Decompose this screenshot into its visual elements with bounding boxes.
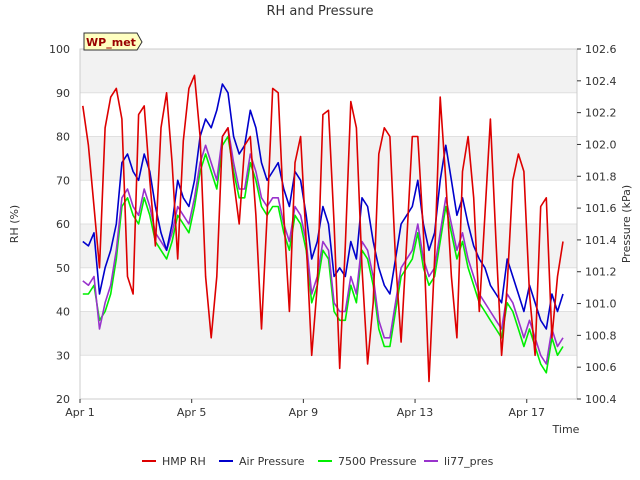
series-line-7500-pressure — [82, 135, 564, 374]
right-tick-label: 100.4 — [585, 393, 617, 406]
left-tick-label: 80 — [56, 131, 70, 144]
x-axis-ticks: Apr 1 Apr 5 Apr 9 Apr 13 Apr 17 — [65, 399, 545, 419]
left-axis-label: RH (%) — [8, 205, 21, 243]
station-label-box: WP_met — [83, 32, 143, 51]
right-tick-label: 101.2 — [585, 266, 617, 279]
right-axis-ticks: 100.4 100.6 100.8 101.0 101.2 101.4 101.6 101.8… — [577, 43, 617, 406]
chart-title: RH and Pressure — [266, 4, 373, 19]
right-tick-label: 101.8 — [585, 170, 617, 183]
station-label-shape — [83, 32, 143, 51]
left-tick-label: 60 — [56, 218, 70, 231]
plot-frame — [79, 48, 578, 400]
right-tick-label: 101.4 — [585, 234, 617, 247]
x-tick-label: Apr 1 — [65, 406, 95, 419]
legend-label: Air Pressure — [239, 455, 305, 468]
band — [80, 49, 577, 93]
series-layer — [82, 74, 564, 383]
x-tick-label: Apr 13 — [397, 406, 434, 419]
left-tick-label: 20 — [56, 393, 70, 406]
left-tick-label: 70 — [56, 174, 70, 187]
right-tick-label: 100.6 — [585, 361, 617, 374]
band — [80, 136, 577, 181]
right-tick-label: 100.8 — [585, 329, 617, 342]
x-tick-label: Apr 5 — [177, 406, 207, 419]
left-axis-ticks: 20 30 40 50 60 70 80 90 100 — [49, 43, 70, 406]
left-tick-label: 30 — [56, 349, 70, 362]
right-tick-label: 102.6 — [585, 43, 617, 56]
right-tick-label: 101.6 — [585, 202, 617, 215]
station-label: WP_met — [86, 36, 136, 49]
series-line-air-pressure — [82, 83, 564, 330]
right-tick-label: 102.4 — [585, 75, 617, 88]
legend-label: 7500 Pressure — [338, 455, 417, 468]
legend-label: HMP RH — [162, 455, 206, 468]
left-tick-label: 50 — [56, 262, 70, 275]
right-tick-label: 102.2 — [585, 107, 617, 120]
legend-label: li77_pres — [444, 455, 494, 468]
x-axis-label: Time — [552, 423, 580, 436]
legend: HMP RH Air Pressure 7500 Pressure li77_pres — [142, 455, 494, 468]
x-tick-label: Apr 9 — [289, 406, 319, 419]
legend-item: 7500 Pressure — [318, 455, 417, 468]
right-tick-label: 101.0 — [585, 298, 617, 311]
right-axis-label: Pressure (kPa) — [620, 185, 633, 263]
left-tick-label: 40 — [56, 306, 70, 319]
x-tick-label: Apr 17 — [508, 406, 545, 419]
series-line-li77-pres — [82, 127, 564, 365]
series-line-hmp-rh — [82, 74, 564, 383]
left-tick-label: 100 — [49, 43, 70, 56]
left-tick-label: 90 — [56, 87, 70, 100]
legend-item: HMP RH — [142, 455, 206, 468]
legend-item: Air Pressure — [219, 455, 305, 468]
legend-item: li77_pres — [424, 455, 494, 468]
right-tick-label: 102.0 — [585, 138, 617, 151]
